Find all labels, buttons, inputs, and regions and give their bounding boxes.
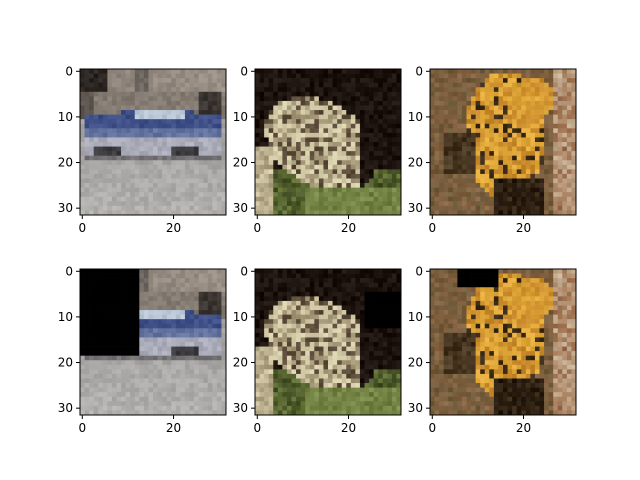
- y-tick-label: 0: [240, 264, 248, 278]
- y-tick-label: 20: [58, 156, 73, 170]
- panel-car-occluded-image: [80, 269, 227, 416]
- y-tick-label: 30: [58, 401, 73, 415]
- panel-car-occluded-frame: [79, 268, 227, 416]
- panel-frog-occluded: 0 20 0 10 20 30: [233, 264, 402, 435]
- y-tick-label: 20: [233, 356, 248, 370]
- panel-frog-original-frame: [254, 68, 402, 216]
- y-tick-label: 0: [65, 64, 73, 78]
- panel-frog-original-image: [255, 69, 402, 216]
- y-tick-label: 10: [408, 310, 423, 324]
- panel-frog-original: 0 20 0 10 20 30: [233, 64, 402, 235]
- x-tick-label: 0: [78, 421, 86, 435]
- y-tick-label: 10: [408, 110, 423, 124]
- y-tick-label: 30: [58, 201, 73, 215]
- x-tick-label: 20: [516, 221, 531, 235]
- y-tick-label: 30: [233, 201, 248, 215]
- panel-car-original-frame: [79, 68, 227, 216]
- y-tick-label: 10: [58, 110, 73, 124]
- panel-frog-occluded-frame: [254, 268, 402, 416]
- panel-frog-occluded-image: [255, 269, 402, 416]
- panel-car-occluded: 0 20 0 10 20 30: [58, 264, 227, 435]
- x-tick-label: 20: [166, 421, 181, 435]
- x-tick-label: 0: [428, 221, 436, 235]
- panel-cat-original: 0 20 0 10 20 30: [408, 64, 577, 235]
- panel-car-original-image: [80, 69, 227, 216]
- y-tick-label: 10: [233, 110, 248, 124]
- y-tick-label: 20: [408, 356, 423, 370]
- x-tick-label: 20: [341, 421, 356, 435]
- x-tick-label: 0: [428, 421, 436, 435]
- panel-car-original: 0 20 0 10 20 30: [58, 64, 227, 235]
- panel-cat-occluded-frame: [429, 268, 577, 416]
- y-tick-label: 0: [240, 64, 248, 78]
- x-tick-label: 20: [516, 421, 531, 435]
- y-tick-label: 20: [58, 356, 73, 370]
- y-tick-label: 30: [408, 201, 423, 215]
- panel-cat-occluded: 0 20 0 10 20 30: [408, 264, 577, 435]
- y-tick-label: 10: [233, 310, 248, 324]
- y-tick-label: 0: [415, 64, 423, 78]
- x-tick-label: 20: [166, 221, 181, 235]
- panel-cat-original-frame: [429, 68, 577, 216]
- y-tick-label: 0: [415, 264, 423, 278]
- y-tick-label: 0: [65, 264, 73, 278]
- panel-cat-occluded-image: [430, 269, 577, 416]
- y-tick-label: 10: [58, 310, 73, 324]
- x-tick-label: 0: [253, 421, 261, 435]
- y-tick-label: 30: [233, 401, 248, 415]
- x-tick-label: 0: [253, 221, 261, 235]
- y-tick-label: 20: [233, 156, 248, 170]
- y-tick-label: 30: [408, 401, 423, 415]
- y-tick-label: 20: [408, 156, 423, 170]
- x-tick-label: 0: [78, 221, 86, 235]
- x-tick-label: 20: [341, 221, 356, 235]
- panel-cat-original-image: [430, 69, 577, 216]
